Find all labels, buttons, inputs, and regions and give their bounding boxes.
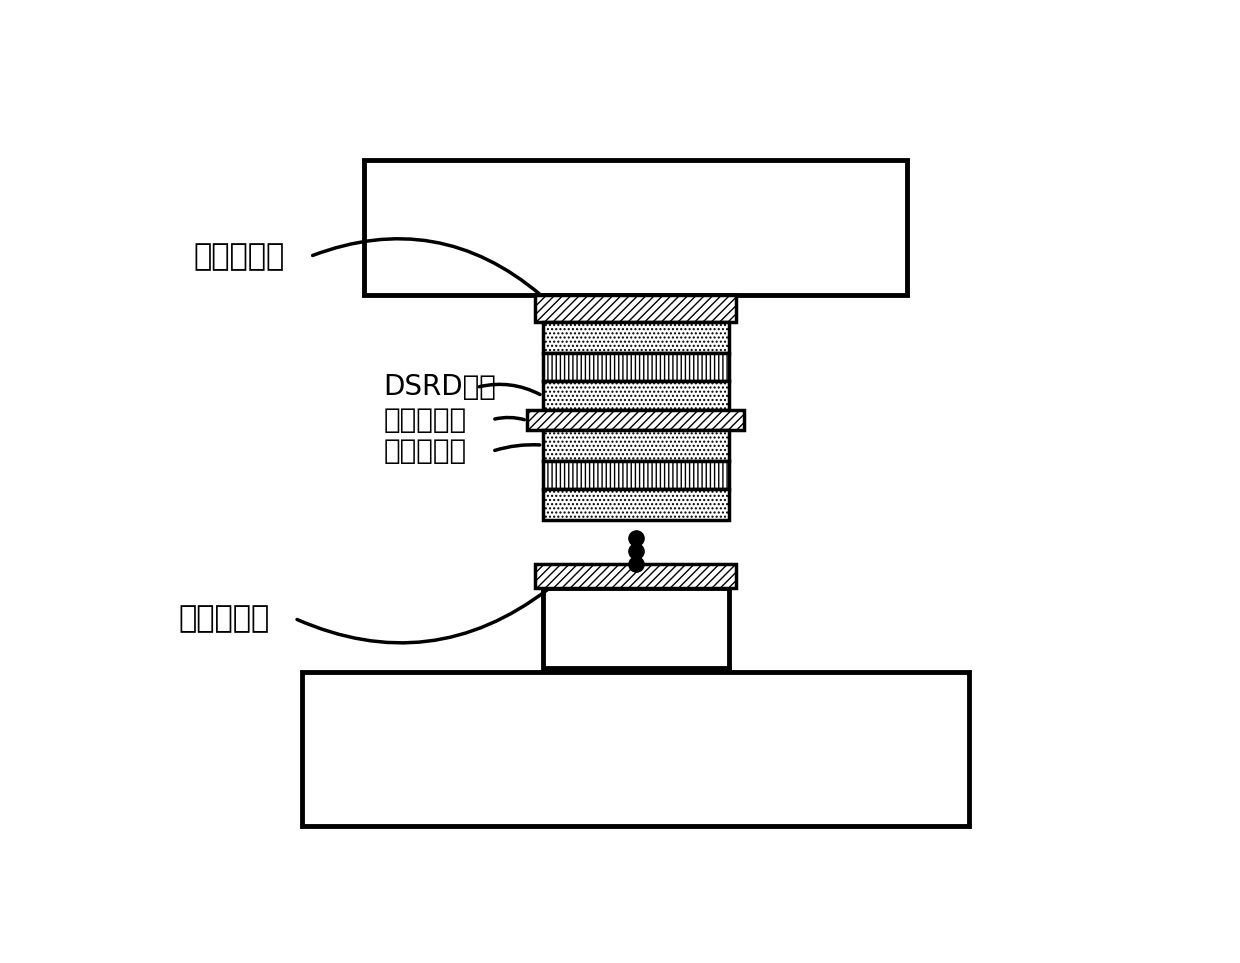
Text: 负接线元件: 负接线元件 — [179, 604, 269, 633]
Bar — [534, 295, 737, 322]
Bar — [543, 429, 729, 460]
Bar — [543, 381, 729, 410]
Bar — [543, 352, 729, 381]
Bar — [527, 410, 744, 429]
Bar — [543, 489, 729, 520]
Text: 正接线元件: 正接线元件 — [193, 242, 285, 271]
Text: 第二封装片: 第二封装片 — [383, 437, 466, 465]
Bar — [543, 322, 729, 352]
Text: DSRD芯片: DSRD芯片 — [383, 374, 496, 402]
Bar — [543, 587, 729, 668]
Bar — [365, 160, 906, 295]
Bar — [303, 672, 968, 826]
Text: 第一封装片: 第一封装片 — [383, 405, 466, 433]
Bar — [543, 460, 729, 489]
Point — [625, 530, 645, 545]
Bar — [534, 564, 737, 587]
Point — [625, 556, 645, 571]
Point — [625, 543, 645, 559]
